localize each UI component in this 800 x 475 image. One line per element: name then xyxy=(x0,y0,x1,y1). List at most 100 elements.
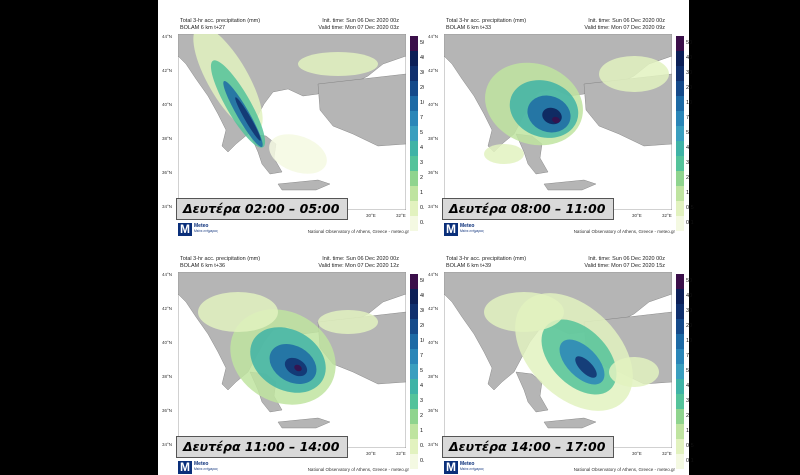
colorbar xyxy=(410,274,418,469)
colorbar-segment xyxy=(410,349,418,364)
colorbar-label: 40 xyxy=(686,55,693,61)
colorbar-segment xyxy=(410,96,418,111)
latitude-label: 38°N xyxy=(428,136,439,141)
colorbar-label: 20 xyxy=(420,323,426,329)
forecast-panel: Total 3-hr acc. precipitation (mm) BOLAM … xyxy=(424,238,694,475)
latitude-label: 40°N xyxy=(428,102,439,107)
colorbar-segment xyxy=(676,156,684,171)
colorbar-segment xyxy=(410,66,418,81)
colorbar-segment xyxy=(410,201,418,216)
colorbar-segment xyxy=(410,454,418,469)
source-credit: National Observatory of Athens, Greece -… xyxy=(307,467,409,472)
longitude-label: 32°E xyxy=(396,451,406,456)
colorbar-segment xyxy=(676,319,684,334)
colorbar-label: 0.1 xyxy=(686,458,694,464)
latitude-label: 38°N xyxy=(428,374,439,379)
colorbar-label: 3 xyxy=(420,160,424,166)
panel-times: Init. time: Sun 06 Dec 2020 00z Valid tim… xyxy=(318,256,399,269)
latitude-label: 44°N xyxy=(428,34,439,39)
colorbar-label: 0.5 xyxy=(686,443,694,449)
precipitation-area xyxy=(294,364,302,372)
colorbar-label: 5 xyxy=(420,368,424,374)
precipitation-area xyxy=(198,292,278,332)
colorbar-segment xyxy=(676,334,684,349)
colorbar-label: 5 xyxy=(686,368,690,374)
colorbar-segment xyxy=(410,111,418,126)
forecast-panel: Total 3-hr acc. precipitation (mm) BOLAM … xyxy=(158,238,428,475)
colorbar-segment xyxy=(676,51,684,66)
source-credit: National Observatory of Athens, Greece -… xyxy=(573,467,675,472)
colorbar-segment xyxy=(676,349,684,364)
latitude-label: 44°N xyxy=(162,34,173,39)
latitude-label: 34°N xyxy=(162,442,173,447)
latitude-label: 42°N xyxy=(162,68,173,73)
colorbar-label: 20 xyxy=(686,85,693,91)
colorbar-segment xyxy=(410,274,418,289)
colorbar-label: 3 xyxy=(686,398,690,404)
colorbar-label: 7 xyxy=(686,115,690,121)
colorbar-segment xyxy=(410,319,418,334)
forecast-sheet: Total 3-hr acc. precipitation (mm) BOLAM … xyxy=(158,0,694,475)
colorbar xyxy=(676,274,684,469)
colorbar-label: 50 xyxy=(686,40,693,46)
colorbar-label: 1 xyxy=(686,428,690,434)
precipitation-area xyxy=(609,357,659,387)
colorbar-label: 50 xyxy=(686,278,693,284)
colorbar-segment xyxy=(676,216,684,231)
longitude-label: 30°E xyxy=(632,451,642,456)
land-area xyxy=(543,417,597,429)
source-credit: National Observatory of Athens, Greece -… xyxy=(573,229,675,234)
colorbar-segment xyxy=(676,439,684,454)
panel-times: Init. time: Sun 06 Dec 2020 00z Valid tim… xyxy=(584,18,665,31)
colorbar-segment xyxy=(676,289,684,304)
colorbar-label: 5 xyxy=(420,130,424,136)
latitude-label: 40°N xyxy=(428,340,439,345)
colorbar-label: 50 xyxy=(420,40,426,46)
colorbar-segment xyxy=(676,126,684,141)
colorbar-segment xyxy=(676,66,684,81)
colorbar-label: 10 xyxy=(686,338,693,344)
colorbar-segment xyxy=(410,171,418,186)
colorbar xyxy=(410,36,418,231)
colorbar-segment xyxy=(676,201,684,216)
colorbar-label: 5 xyxy=(686,130,690,136)
colorbar-label: 30 xyxy=(420,70,426,76)
precipitation-area xyxy=(484,292,564,332)
colorbar-segment xyxy=(410,289,418,304)
colorbar-segment xyxy=(676,409,684,424)
colorbar-label: 20 xyxy=(686,323,693,329)
longitude-label: 30°E xyxy=(632,213,642,218)
precipitation-area xyxy=(599,56,669,92)
precipitation-area xyxy=(269,134,327,174)
colorbar-segment xyxy=(410,156,418,171)
colorbar-label: 2 xyxy=(420,175,424,181)
colorbar-segment xyxy=(676,111,684,126)
colorbar-segment xyxy=(410,304,418,319)
forecast-panel: Total 3-hr acc. precipitation (mm) BOLAM … xyxy=(158,0,428,237)
colorbar-segment xyxy=(410,409,418,424)
latitude-label: 34°N xyxy=(428,442,439,447)
colorbar-label: 7 xyxy=(686,353,690,359)
colorbar-label: 40 xyxy=(420,55,426,61)
panel-title: Total 3-hr acc. precipitation (mm) BOLAM … xyxy=(180,18,261,31)
latitude-label: 36°N xyxy=(428,408,439,413)
latitude-label: 44°N xyxy=(162,272,173,277)
colorbar-segment xyxy=(410,394,418,409)
panel-title: Total 3-hr acc. precipitation (mm) BOLAM … xyxy=(446,256,527,269)
panel-times: Init. time: Sun 06 Dec 2020 00z Valid tim… xyxy=(584,256,665,269)
colorbar-segment xyxy=(676,274,684,289)
land-area xyxy=(277,417,331,429)
colorbar-segment xyxy=(676,394,684,409)
colorbar-segment xyxy=(410,126,418,141)
precipitation-map xyxy=(444,272,672,448)
colorbar-label: 0.5 xyxy=(420,443,428,449)
meteo-logo: M Meteo Μείνε ενήμερος xyxy=(178,460,218,474)
colorbar-label: 10 xyxy=(686,100,693,106)
colorbar-label: 2 xyxy=(686,175,690,181)
precipitation-area xyxy=(235,97,261,141)
colorbar-segment xyxy=(410,36,418,51)
colorbar-segment xyxy=(410,364,418,379)
precipitation-area xyxy=(318,310,378,334)
colorbar-segment xyxy=(676,186,684,201)
time-range-caption: Δευτέρα 08:00 – 11:00 xyxy=(442,198,614,220)
